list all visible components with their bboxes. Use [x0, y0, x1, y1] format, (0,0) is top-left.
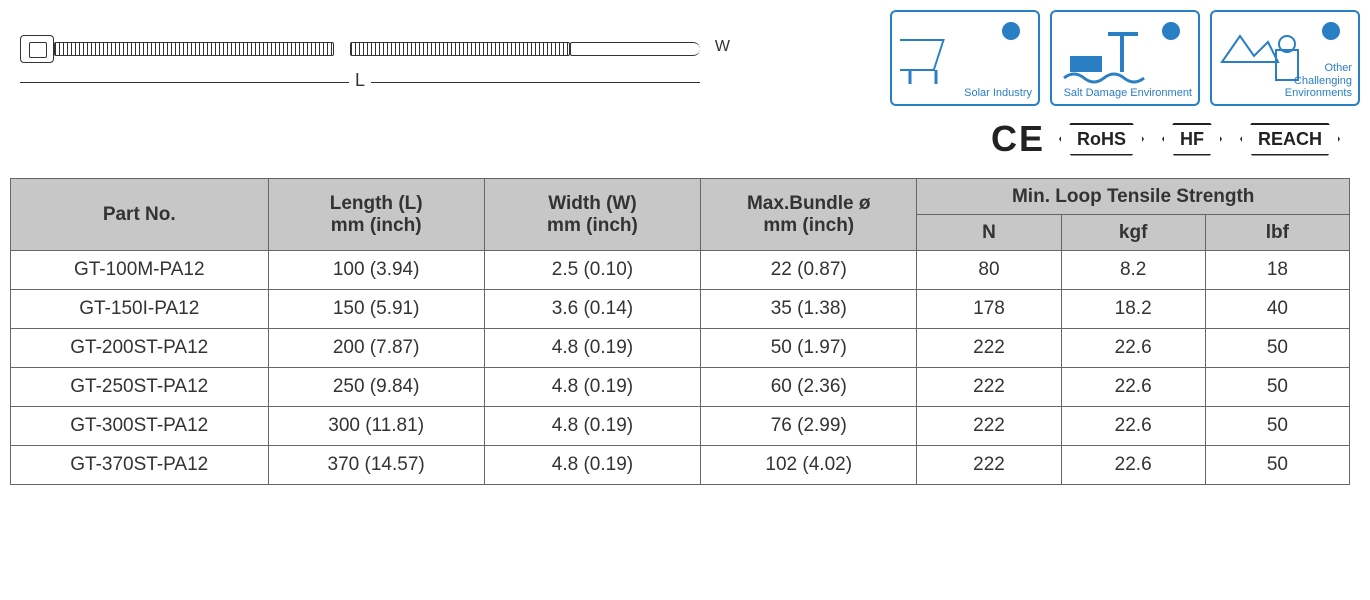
cell-kgf: 22.6 [1061, 368, 1205, 407]
tie-head [20, 35, 54, 63]
col-width-title: Width (W) [489, 193, 696, 215]
col-bundle: Max.Bundle ø mm (inch) [701, 179, 917, 251]
col-part-no: Part No. [11, 179, 269, 251]
col-width-unit: mm (inch) [489, 215, 696, 237]
cell-lbf: 50 [1205, 407, 1349, 446]
cell-length: 250 (9.84) [268, 368, 484, 407]
cell-n: 222 [917, 368, 1061, 407]
table-row: GT-150I-PA12150 (5.91)3.6 (0.14)35 (1.38… [11, 290, 1350, 329]
table-row: GT-300ST-PA12300 (11.81)4.8 (0.19)76 (2.… [11, 407, 1350, 446]
application-icons: Solar Industry Salt Damage Environment O… [890, 10, 1360, 106]
cell-bundle: 102 (4.02) [701, 446, 917, 485]
cable-tie-drawing: W L [10, 30, 730, 90]
cell-lbf: 50 [1205, 329, 1349, 368]
tie-body-segment [350, 42, 570, 56]
col-lbf: lbf [1205, 215, 1349, 251]
cell-n: 222 [917, 446, 1061, 485]
cell-width: 4.8 (0.19) [484, 368, 700, 407]
icon-label: Salt Damage Environment [1064, 87, 1192, 100]
icon-label: Other Challenging Environments [1285, 62, 1352, 100]
dimension-l: L [20, 74, 700, 94]
ce-e: E [1019, 118, 1041, 160]
cell-part: GT-150I-PA12 [11, 290, 269, 329]
top-section: W L Solar Industry Salt Damage Environme… [10, 10, 1360, 106]
table-row: GT-100M-PA12100 (3.94)2.5 (0.10)22 (0.87… [11, 251, 1350, 290]
table-row: GT-370ST-PA12370 (14.57)4.8 (0.19)102 (4… [11, 446, 1350, 485]
rohs-badge: RoHS [1059, 123, 1144, 156]
cell-kgf: 22.6 [1061, 446, 1205, 485]
cell-bundle: 60 (2.36) [701, 368, 917, 407]
cell-bundle: 50 (1.97) [701, 329, 917, 368]
table-body: GT-100M-PA12100 (3.94)2.5 (0.10)22 (0.87… [11, 251, 1350, 485]
cell-n: 222 [917, 407, 1061, 446]
cell-part: GT-370ST-PA12 [11, 446, 269, 485]
col-bundle-unit: mm (inch) [705, 215, 912, 237]
cell-kgf: 22.6 [1061, 329, 1205, 368]
hf-badge: HF [1162, 123, 1222, 156]
cell-lbf: 50 [1205, 368, 1349, 407]
cell-length: 150 (5.91) [268, 290, 484, 329]
cell-length: 300 (11.81) [268, 407, 484, 446]
cell-kgf: 18.2 [1061, 290, 1205, 329]
table-header: Part No. Length (L) mm (inch) Width (W) … [11, 179, 1350, 251]
col-kgf: kgf [1061, 215, 1205, 251]
cell-kgf: 22.6 [1061, 407, 1205, 446]
cell-part: GT-250ST-PA12 [11, 368, 269, 407]
cable-tie-diagram: W L [10, 10, 890, 90]
cell-bundle: 35 (1.38) [701, 290, 917, 329]
dim-l-label: L [349, 70, 371, 91]
cell-n: 80 [917, 251, 1061, 290]
tie-body-segment [54, 42, 334, 56]
reach-badge: REACH [1240, 123, 1340, 156]
cell-length: 100 (3.94) [268, 251, 484, 290]
col-n: N [917, 215, 1061, 251]
cell-lbf: 18 [1205, 251, 1349, 290]
icon-label: Solar Industry [964, 87, 1032, 100]
cell-n: 178 [917, 290, 1061, 329]
cell-kgf: 8.2 [1061, 251, 1205, 290]
col-length: Length (L) mm (inch) [268, 179, 484, 251]
col-width: Width (W) mm (inch) [484, 179, 700, 251]
cell-length: 200 (7.87) [268, 329, 484, 368]
cell-part: GT-100M-PA12 [11, 251, 269, 290]
solar-industry-icon: Solar Industry [890, 10, 1040, 106]
cell-n: 222 [917, 329, 1061, 368]
cell-width: 4.8 (0.19) [484, 407, 700, 446]
cell-width: 4.8 (0.19) [484, 329, 700, 368]
cell-lbf: 40 [1205, 290, 1349, 329]
tie-tail [570, 42, 700, 56]
table-row: GT-200ST-PA12200 (7.87)4.8 (0.19)50 (1.9… [11, 329, 1350, 368]
certification-badges: C E RoHS HF REACH [10, 118, 1340, 160]
ce-c: C [991, 118, 1015, 160]
spec-table: Part No. Length (L) mm (inch) Width (W) … [10, 178, 1350, 485]
col-tensile-group: Min. Loop Tensile Strength [917, 179, 1350, 215]
cell-bundle: 22 (0.87) [701, 251, 917, 290]
ce-mark: C E [991, 118, 1041, 160]
other-environments-icon: Other Challenging Environments [1210, 10, 1360, 106]
cell-part: GT-200ST-PA12 [11, 329, 269, 368]
cell-bundle: 76 (2.99) [701, 407, 917, 446]
dim-w-label: W [715, 38, 730, 55]
col-bundle-title: Max.Bundle ø [705, 193, 912, 215]
col-length-unit: mm (inch) [273, 215, 480, 237]
cell-length: 370 (14.57) [268, 446, 484, 485]
cell-width: 3.6 (0.14) [484, 290, 700, 329]
cell-lbf: 50 [1205, 446, 1349, 485]
cell-width: 2.5 (0.10) [484, 251, 700, 290]
salt-damage-icon: Salt Damage Environment [1050, 10, 1200, 106]
cell-part: GT-300ST-PA12 [11, 407, 269, 446]
dimension-w: W [715, 38, 730, 56]
cell-width: 4.8 (0.19) [484, 446, 700, 485]
table-row: GT-250ST-PA12250 (9.84)4.8 (0.19)60 (2.3… [11, 368, 1350, 407]
col-length-title: Length (L) [273, 193, 480, 215]
